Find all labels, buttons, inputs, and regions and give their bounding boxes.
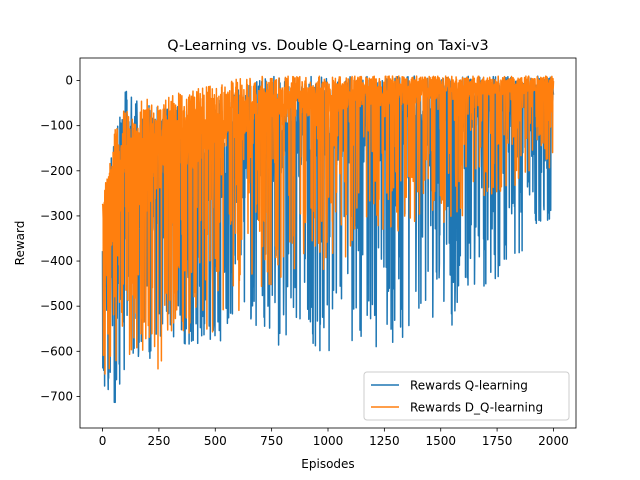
series-layer	[101, 75, 555, 404]
legend-box	[363, 371, 570, 421]
x-tick-label: 2000	[538, 434, 569, 448]
legend-label-dq-learning: Rewards D_Q-learning	[410, 401, 543, 415]
y-tick-label: 0	[65, 74, 73, 88]
x-tick-label: 250	[147, 434, 170, 448]
series-line-dq-learning	[101, 75, 555, 375]
y-axis-title: Reward	[13, 221, 27, 266]
y-tick-label: −500	[40, 299, 73, 313]
legend-label-q-learning: Rewards Q-learning	[410, 379, 528, 393]
y-tick-label: −200	[40, 164, 73, 178]
x-axis-title: Episodes	[301, 457, 354, 471]
x-axis: 0 250 500 750 1000 1250 1500 1750 2000	[99, 428, 569, 448]
x-tick-label: 1000	[313, 434, 344, 448]
x-tick-label: 500	[204, 434, 227, 448]
y-tick-label: −100	[40, 119, 73, 133]
y-tick-label: −600	[40, 344, 73, 358]
x-tick-label: 750	[260, 434, 283, 448]
chart-title: Q-Learning vs. Double Q-Learning on Taxi…	[167, 38, 488, 54]
x-tick-label: 1250	[369, 434, 400, 448]
y-axis: 0 −100 −200 −300 −400 −500 −600 −700	[40, 74, 80, 403]
y-tick-label: −300	[40, 209, 73, 223]
x-tick-label: 0	[99, 434, 107, 448]
x-tick-label: 1500	[425, 434, 456, 448]
y-tick-label: −400	[40, 254, 73, 268]
legend: Rewards Q-learning Rewards D_Q-learning	[363, 371, 570, 421]
x-tick-label: 1750	[482, 434, 513, 448]
y-tick-label: −700	[40, 389, 73, 403]
